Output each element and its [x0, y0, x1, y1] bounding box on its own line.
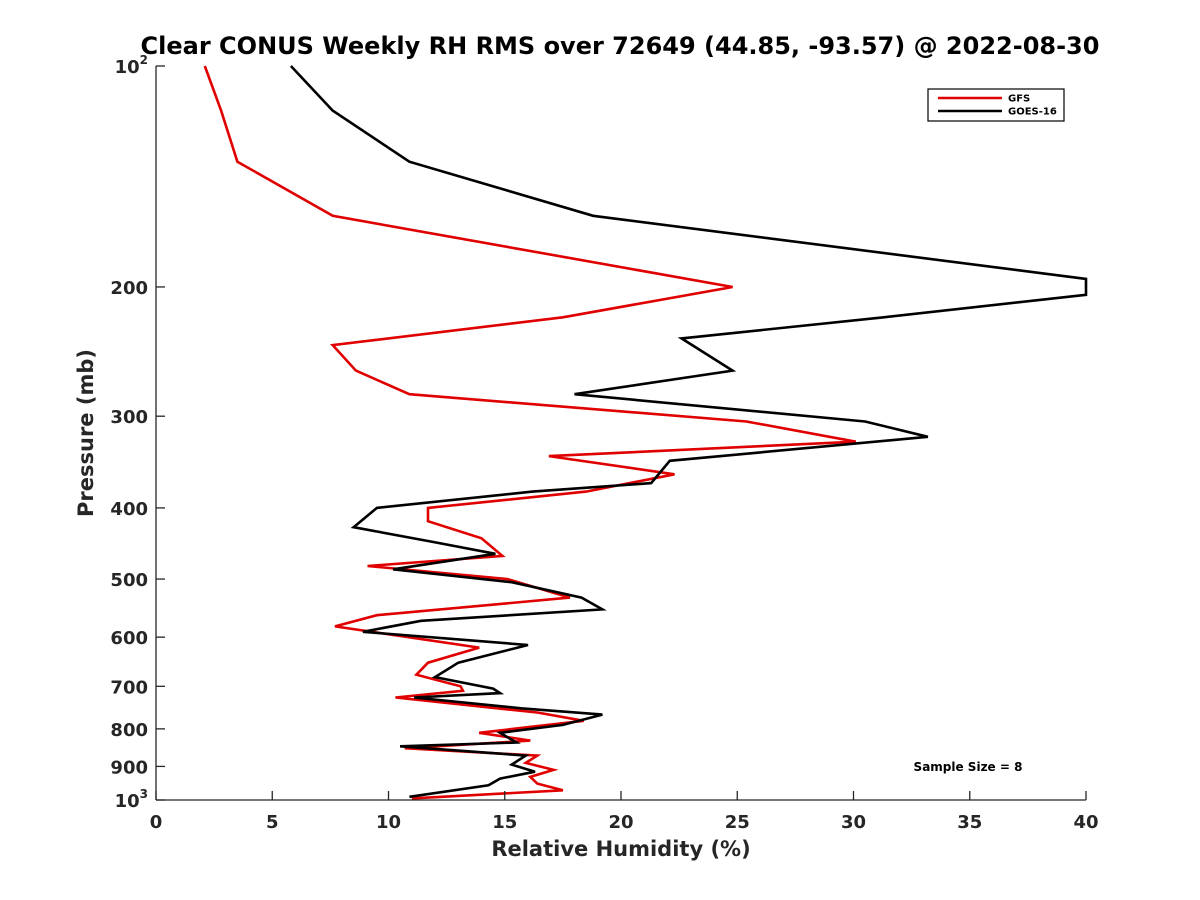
- y-tick-label: 800: [110, 720, 148, 741]
- x-tick-label: 25: [725, 812, 750, 833]
- x-axis-label: Relative Humidity (%): [491, 837, 750, 861]
- x-tick-label: 15: [492, 812, 517, 833]
- y-tick-label: 500: [110, 570, 148, 591]
- sample-size-annotation: Sample Size = 8: [914, 760, 1023, 774]
- plot-area: [156, 66, 1086, 800]
- y-tick-label: 900: [110, 757, 148, 778]
- series-layer: [203, 65, 1088, 800]
- legend-label-goes16: GOES-16: [1008, 107, 1057, 118]
- x-tick-label: 5: [266, 812, 279, 833]
- x-tick-label: 35: [957, 812, 982, 833]
- y-tick-label: 600: [110, 628, 148, 649]
- y-tick-label: 700: [110, 677, 148, 698]
- chart-title: Clear CONUS Weekly RH RMS over 72649 (44…: [141, 32, 1100, 60]
- legend-box: [927, 88, 1065, 122]
- x-tick-label: 20: [608, 812, 633, 833]
- x-tick-label: 0: [150, 812, 163, 833]
- y-tick-label: 200: [110, 278, 148, 299]
- legend-label-gfs: GFS: [1008, 94, 1030, 105]
- x-tick-label: 10: [376, 812, 401, 833]
- series-line-goes-16: [289, 65, 1088, 799]
- y-tick-label: 102: [115, 53, 148, 78]
- y-axis-ticks: 102 200 300 400 500 600 700 800 900 103: [110, 53, 165, 812]
- y-axis-label: Pressure (mb): [74, 349, 98, 517]
- x-tick-label: 40: [1073, 812, 1098, 833]
- legend: GFS GOES-16: [927, 88, 1065, 122]
- x-tick-label: 30: [841, 812, 866, 833]
- y-tick-label: 300: [110, 407, 148, 428]
- x-axis-ticks: 0 5 10 15 20 25 30 35 40: [150, 791, 1099, 833]
- y-tick-label: 400: [110, 499, 148, 520]
- y-tick-label: 103: [115, 787, 148, 812]
